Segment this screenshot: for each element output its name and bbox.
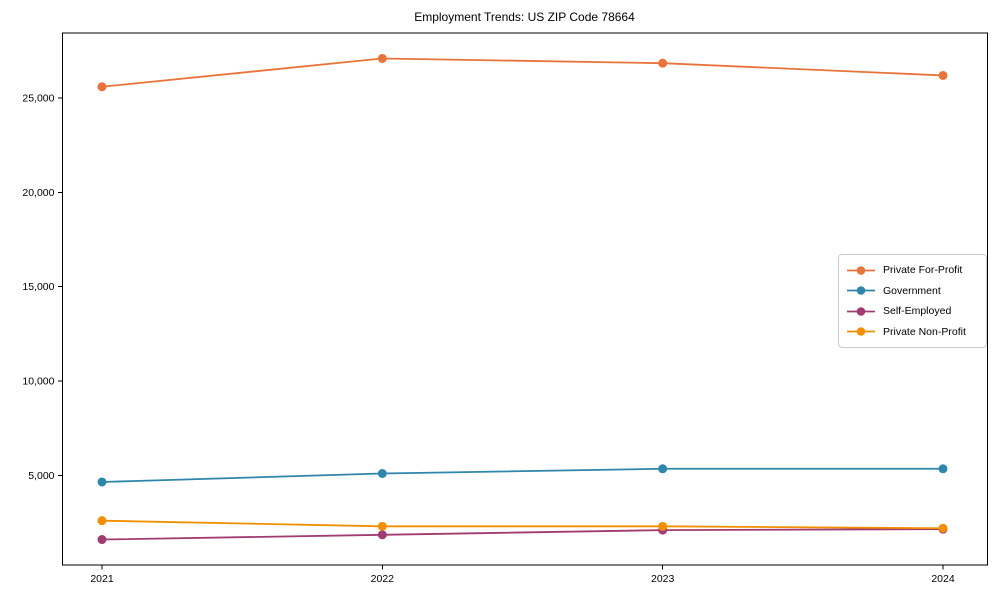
- data-point: [938, 70, 948, 80]
- legend-label: Self-Employed: [883, 305, 952, 318]
- data-point: [377, 521, 387, 531]
- series-private-for-profit: [97, 53, 948, 92]
- chart-legend: Private For-Profit Government Self-Employe…: [838, 254, 987, 348]
- chart-title: Employment Trends: US ZIP Code 78664: [414, 10, 635, 24]
- data-point: [658, 58, 668, 68]
- legend-marker-icon: [847, 306, 875, 316]
- legend-item: Self-Employed: [846, 301, 982, 322]
- y-axis-tick-label: 10,000: [22, 376, 54, 388]
- data-point: [377, 469, 387, 479]
- x-axis-tick-label: 2024: [931, 573, 955, 585]
- series-private-non-profit: [97, 516, 948, 533]
- legend-item: Private For-Profit: [846, 260, 982, 281]
- legend-item: Government: [846, 281, 982, 302]
- legend-marker-icon: [847, 327, 875, 337]
- series-government: [97, 464, 948, 487]
- series-line: [101, 528, 944, 541]
- legend-marker-icon: [847, 265, 875, 275]
- legend-item: Private Non-Profit: [846, 322, 982, 343]
- y-axis-tick-label: 15,000: [22, 281, 54, 293]
- x-axis-tick-label: 2022: [371, 573, 395, 585]
- data-point: [938, 464, 948, 474]
- x-axis-tick-label: 2023: [651, 573, 675, 585]
- data-point: [658, 464, 668, 474]
- data-point: [377, 530, 387, 540]
- x-axis-tick-label: 2021: [90, 573, 114, 585]
- y-axis-tick-label: 5,000: [28, 470, 54, 482]
- axes-frame: [62, 32, 988, 566]
- legend-label: Government: [883, 284, 941, 297]
- y-axis-tick-label: 25,000: [22, 93, 54, 105]
- series-line: [101, 467, 944, 483]
- legend-marker-icon: [847, 286, 875, 296]
- data-point: [938, 523, 948, 533]
- legend-label: Private For-Profit: [883, 264, 963, 277]
- legend-label: Private Non-Profit: [883, 325, 966, 338]
- series-line: [101, 57, 944, 88]
- series-line: [101, 519, 944, 530]
- data-point: [97, 516, 107, 526]
- data-point: [97, 477, 107, 487]
- y-axis-tick-label: 20,000: [22, 187, 54, 199]
- data-point: [377, 53, 387, 63]
- data-point: [97, 82, 107, 92]
- data-point: [658, 521, 668, 531]
- data-point: [97, 535, 107, 545]
